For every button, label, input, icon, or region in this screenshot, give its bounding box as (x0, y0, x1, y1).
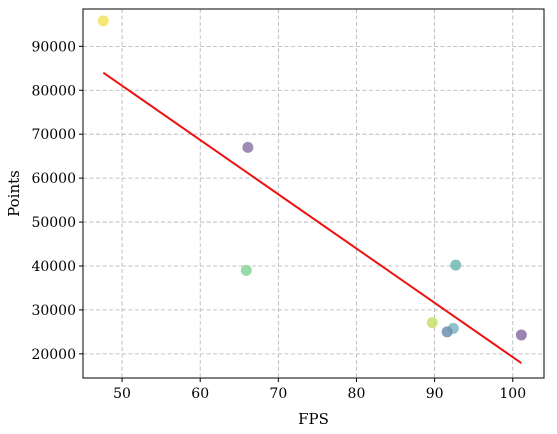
x-tick-label: 90 (426, 386, 444, 402)
x-axis-label: FPS (298, 410, 329, 428)
x-tick-label: 70 (269, 386, 287, 402)
y-tick-label: 80000 (31, 83, 76, 99)
x-tick-label: 80 (348, 386, 366, 402)
y-axis-label: Points (5, 170, 23, 217)
y-tick-label: 50000 (31, 215, 76, 231)
x-tick-label: 100 (499, 386, 526, 402)
data-point (242, 141, 254, 153)
trend-line-group (102, 71, 522, 364)
data-point (450, 259, 462, 271)
y-tick-label: 70000 (31, 127, 76, 143)
data-points (97, 15, 527, 341)
trend-line (102, 71, 522, 364)
y-tick-label: 20000 (31, 347, 76, 363)
data-point (240, 264, 252, 276)
x-tick-label: 50 (113, 386, 131, 402)
y-axis-ticks: 20000 30000 40000 50000 60000 70000 80000 90000 (31, 39, 83, 363)
plot-frame (82, 8, 545, 379)
data-point (426, 317, 438, 329)
y-tick-label: 60000 (31, 171, 76, 187)
data-point (97, 15, 109, 27)
data-point (515, 329, 527, 341)
x-axis-ticks: 50 60 70 80 90 100 (113, 378, 526, 402)
y-tick-label: 90000 (31, 39, 76, 55)
data-point (441, 326, 453, 338)
y-tick-label: 30000 (31, 303, 76, 319)
x-tick-label: 60 (191, 386, 209, 402)
y-tick-label: 40000 (31, 259, 76, 275)
grid (83, 9, 544, 378)
